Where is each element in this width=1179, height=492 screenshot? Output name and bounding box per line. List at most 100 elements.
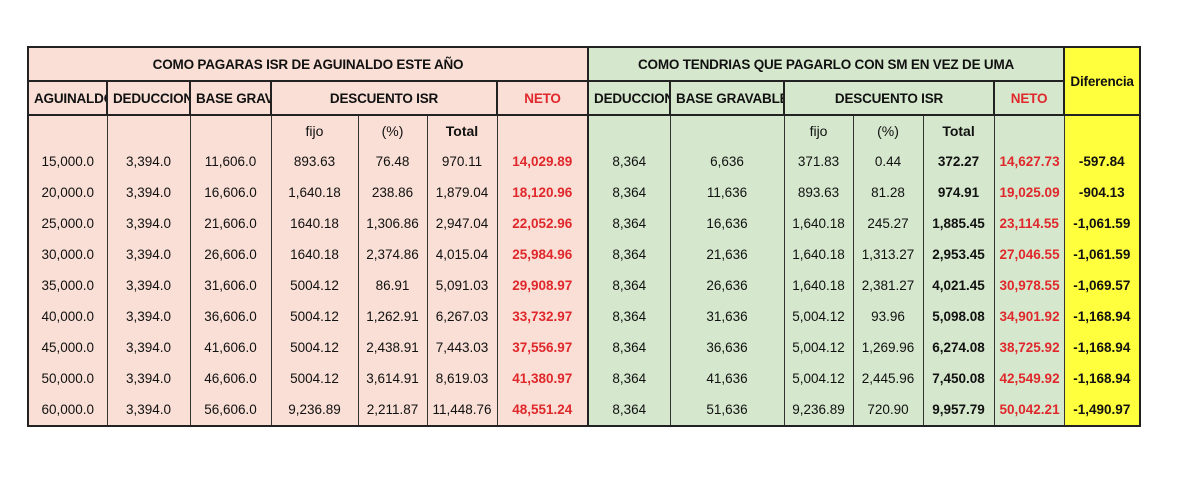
diferencia-cell: -1,061.59	[1063, 208, 1142, 239]
isr-fijo-sm-cell: 5,004.12	[783, 301, 854, 332]
table-row: 35,000.0 3,394.0 31,606.0 5004.12 86.91 5,091…	[27, 270, 1142, 301]
neto-sm-cell: 38,725.92	[993, 332, 1065, 363]
neto-cell: 18,120.96	[496, 177, 589, 208]
table-row: 60,000.0 3,394.0 56,606.0 9,236.89 2,211.87 1…	[27, 394, 1142, 427]
blank-cell	[27, 115, 108, 146]
deduccion-cell: 3,394.0	[106, 363, 191, 394]
neto-sm-cell: 19,025.09	[993, 177, 1065, 208]
table-row: 20,000.0 3,394.0 16,606.0 1,640.18 238.86 1,8…	[27, 177, 1142, 208]
neto-sm-cell: 34,901.92	[993, 301, 1065, 332]
aguinaldo-cell: 40,000.0	[27, 301, 108, 332]
pct-sm-subheader: (%)	[852, 115, 924, 146]
deduccion-cell: 3,394.0	[106, 146, 191, 177]
isr-comparison-table: COMO PAGARAS ISR DE AGUINALDO ESTE AÑO C…	[26, 46, 1142, 427]
deduccion-sm-cell: 8,364	[587, 332, 671, 363]
isr-pct-sm-cell: 720.90	[852, 394, 924, 427]
aguinaldo-header: AGUINALDO	[27, 80, 108, 116]
neto-sm-header: NETO	[993, 80, 1066, 116]
isr-total-sm-cell: 2,953.45	[922, 239, 995, 270]
isr-total-sm-cell: 9,957.79	[922, 394, 995, 427]
aguinaldo-cell: 15,000.0	[27, 146, 108, 177]
diferencia-cell: -1,490.97	[1063, 394, 1142, 427]
neto-cell: 14,029.89	[496, 146, 589, 177]
base-grav-cell: 21,606.0	[189, 208, 272, 239]
pct-subheader: (%)	[357, 115, 428, 146]
isr-pct-sm-cell: 1,313.27	[852, 239, 924, 270]
deduccion-cell: 3,394.0	[106, 301, 191, 332]
diferencia-header: Diferencia	[1063, 46, 1142, 116]
deduccion-sm-header: DEDUCCION	[587, 80, 672, 116]
deduccion-cell: 3,394.0	[106, 332, 191, 363]
neto-cell: 25,984.96	[496, 239, 589, 270]
blank-cell	[587, 115, 671, 146]
base-grav-cell: 31,606.0	[189, 270, 272, 301]
isr-pct-sm-cell: 2,381.27	[852, 270, 924, 301]
isr-fijo-cell: 1640.18	[270, 239, 359, 270]
deduccion-sm-cell: 8,364	[587, 208, 671, 239]
deduccion-cell: 3,394.0	[106, 239, 191, 270]
neto-cell: 22,052.96	[496, 208, 589, 239]
isr-fijo-cell: 1640.18	[270, 208, 359, 239]
isr-fijo-sm-cell: 9,236.89	[783, 394, 854, 427]
diferencia-cell: -1,168.94	[1063, 301, 1142, 332]
diferencia-cell: -1,069.57	[1063, 270, 1142, 301]
isr-pct-sm-cell: 245.27	[852, 208, 924, 239]
base-grav-cell: 16,606.0	[189, 177, 272, 208]
diferencia-cell: -1,168.94	[1063, 332, 1142, 363]
isr-pct-cell: 1,306.86	[357, 208, 428, 239]
isr-total-cell: 5,091.03	[426, 270, 498, 301]
base-grav-cell: 26,606.0	[189, 239, 272, 270]
base-grav-cell: 41,606.0	[189, 332, 272, 363]
base-gravable-sm-cell: 16,636	[669, 208, 785, 239]
neto-sm-cell: 50,042.21	[993, 394, 1065, 427]
isr-total-sm-cell: 1,885.45	[922, 208, 995, 239]
isr-total-sm-cell: 6,274.08	[922, 332, 995, 363]
base-gravable-sm-cell: 11,636	[669, 177, 785, 208]
isr-fijo-sm-cell: 1,640.18	[783, 239, 854, 270]
isr-fijo-sm-cell: 5,004.12	[783, 332, 854, 363]
descuento-isr-header: DESCUENTO ISR	[270, 80, 498, 116]
table-row: 25,000.0 3,394.0 21,606.0 1640.18 1,306.86 2,…	[27, 208, 1142, 239]
isr-fijo-sm-cell: 5,004.12	[783, 363, 854, 394]
isr-total-cell: 11,448.76	[426, 394, 498, 427]
aguinaldo-cell: 35,000.0	[27, 270, 108, 301]
isr-fijo-cell: 5004.12	[270, 270, 359, 301]
base-grav-cell: 11,606.0	[189, 146, 272, 177]
isr-pct-cell: 86.91	[357, 270, 428, 301]
table-row: 50,000.0 3,394.0 46,606.0 5004.12 3,614.91 8,…	[27, 363, 1142, 394]
base-gravable-sm-cell: 41,636	[669, 363, 785, 394]
isr-total-cell: 8,619.03	[426, 363, 498, 394]
deduccion-cell: 3,394.0	[106, 208, 191, 239]
neto-sm-cell: 42,549.92	[993, 363, 1065, 394]
aguinaldo-cell: 25,000.0	[27, 208, 108, 239]
neto-sm-cell: 27,046.55	[993, 239, 1065, 270]
aguinaldo-cell: 50,000.0	[27, 363, 108, 394]
base-grav-header: BASE GRAV.	[189, 80, 272, 116]
isr-fijo-cell: 893.63	[270, 146, 359, 177]
neto-sm-cell: 14,627.73	[993, 146, 1065, 177]
isr-fijo-cell: 9,236.89	[270, 394, 359, 427]
isr-fijo-cell: 5004.12	[270, 301, 359, 332]
table-row: 15,000.0 3,394.0 11,606.0 893.63 76.48 970.11…	[27, 146, 1142, 177]
table-row: 45,000.0 3,394.0 41,606.0 5004.12 2,438.91 7,…	[27, 332, 1142, 363]
neto-cell: 29,908.97	[496, 270, 589, 301]
blank-cell	[106, 115, 191, 146]
diferencia-cell: -597.84	[1063, 146, 1142, 177]
base-gravable-sm-cell: 36,636	[669, 332, 785, 363]
neto-cell: 48,551.24	[496, 394, 589, 427]
diferencia-cell: -1,061.59	[1063, 239, 1142, 270]
deduccion-sm-cell: 8,364	[587, 239, 671, 270]
right-section-title: COMO TENDRIAS QUE PAGARLO CON SM EN VEZ …	[587, 46, 1066, 82]
aguinaldo-cell: 30,000.0	[27, 239, 108, 270]
left-section-title: COMO PAGARAS ISR DE AGUINALDO ESTE AÑO	[26, 46, 590, 82]
total-sm-subheader: Total	[922, 115, 995, 146]
isr-fijo-sm-cell: 893.63	[783, 177, 854, 208]
diferencia-cell: -904.13	[1063, 177, 1142, 208]
base-gravable-sm-cell: 21,636	[669, 239, 785, 270]
base-gravable-sm-cell: 26,636	[669, 270, 785, 301]
total-subheader: Total	[426, 115, 498, 146]
isr-fijo-sm-cell: 371.83	[783, 146, 854, 177]
isr-pct-cell: 2,211.87	[357, 394, 428, 427]
table-row: 40,000.0 3,394.0 36,606.0 5004.12 1,262.91 6,…	[27, 301, 1142, 332]
base-grav-cell: 36,606.0	[189, 301, 272, 332]
